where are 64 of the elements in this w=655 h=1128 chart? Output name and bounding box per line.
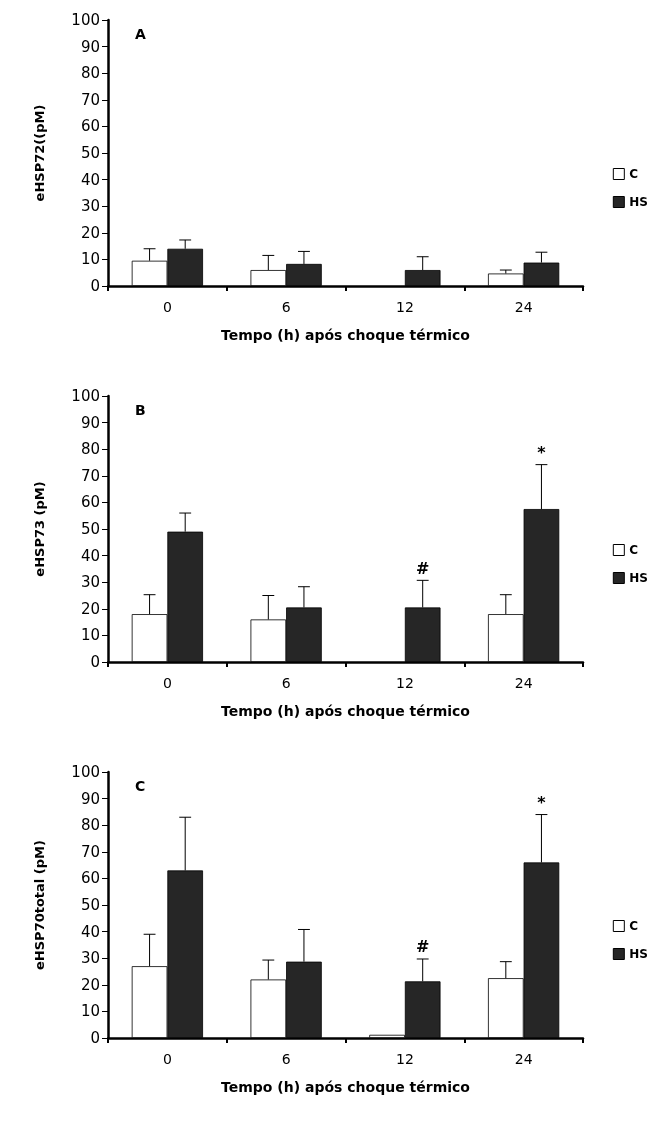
- y-tick-label: 60: [80, 493, 100, 512]
- y-tick-label: 10: [80, 1002, 100, 1021]
- y-tick-label: 30: [80, 573, 100, 592]
- x-tick-label: 12: [395, 299, 414, 315]
- data-label: #: [415, 558, 430, 578]
- x-axis-title: Tempo (h) após choque térmico: [221, 327, 471, 343]
- y-axis-title: eHSP73 (pM): [32, 481, 47, 577]
- y-tick-label: 60: [80, 117, 100, 136]
- y-tick-label: 50: [80, 144, 100, 162]
- y-tick-label: 40: [80, 922, 100, 941]
- x-tick-label: 24: [514, 299, 533, 315]
- x-tick-label: 0: [162, 299, 172, 315]
- y-tick-label: 40: [80, 546, 100, 565]
- legend-label: HS: [629, 947, 648, 961]
- legend-label: HS: [629, 571, 648, 585]
- y-tick-label: 40: [80, 170, 100, 189]
- data-label: #: [415, 937, 430, 957]
- y-tick-label: 90: [80, 37, 100, 56]
- x-tick-label: 6: [281, 299, 291, 315]
- x-tick-label: 24: [514, 675, 533, 691]
- legend-label: C: [629, 919, 639, 933]
- y-tick-label: 10: [80, 626, 100, 645]
- y-tick-label: 0: [90, 1029, 100, 1047]
- y-tick-label: 60: [80, 869, 100, 888]
- y-tick-label: 70: [80, 842, 100, 861]
- y-tick-label: 70: [80, 90, 100, 109]
- x-axis-title: Tempo (h) após choque térmico: [221, 1079, 471, 1095]
- y-tick-label: 100: [71, 763, 100, 781]
- y-axis-title: eHSP72((pM): [32, 104, 47, 202]
- x-axis-title: Tempo (h) após choque térmico: [221, 703, 471, 719]
- y-tick-label: 90: [80, 789, 100, 808]
- data-label: *: [537, 793, 547, 813]
- y-tick-label: 50: [80, 520, 100, 538]
- y-tick-label: 70: [80, 466, 100, 485]
- y-tick-label: 90: [80, 413, 100, 432]
- chart-title: C: [135, 778, 146, 794]
- x-tick-label: 6: [281, 1051, 291, 1067]
- y-tick-label: 100: [71, 11, 100, 29]
- y-tick-label: 20: [80, 223, 100, 242]
- y-tick-label: 100: [71, 387, 100, 405]
- y-tick-label: 20: [80, 599, 100, 618]
- y-tick-label: 0: [90, 277, 100, 295]
- y-tick-label: 80: [80, 64, 100, 83]
- y-tick-label: 50: [80, 896, 100, 914]
- y-tick-label: 10: [80, 250, 100, 269]
- y-axis-title: eHSP70total (pM): [32, 840, 47, 970]
- legend-label: C: [629, 167, 639, 181]
- y-tick-label: 30: [80, 197, 100, 216]
- y-tick-label: 80: [80, 816, 100, 835]
- legend-label: C: [629, 543, 639, 557]
- legend-label: HS: [629, 195, 648, 209]
- chart-title: B: [135, 402, 146, 418]
- x-tick-label: 0: [162, 675, 172, 691]
- data-label: *: [537, 443, 547, 463]
- y-tick-label: 80: [80, 440, 100, 459]
- y-tick-label: 20: [80, 975, 100, 994]
- y-tick-label: 30: [80, 949, 100, 968]
- x-tick-label: 0: [162, 1051, 172, 1067]
- x-tick-label: 6: [281, 675, 291, 691]
- x-tick-label: 12: [395, 675, 414, 691]
- x-tick-label: 24: [514, 1051, 533, 1067]
- chart-title: A: [135, 26, 146, 42]
- y-tick-label: 0: [90, 653, 100, 671]
- x-tick-label: 12: [395, 1051, 414, 1067]
